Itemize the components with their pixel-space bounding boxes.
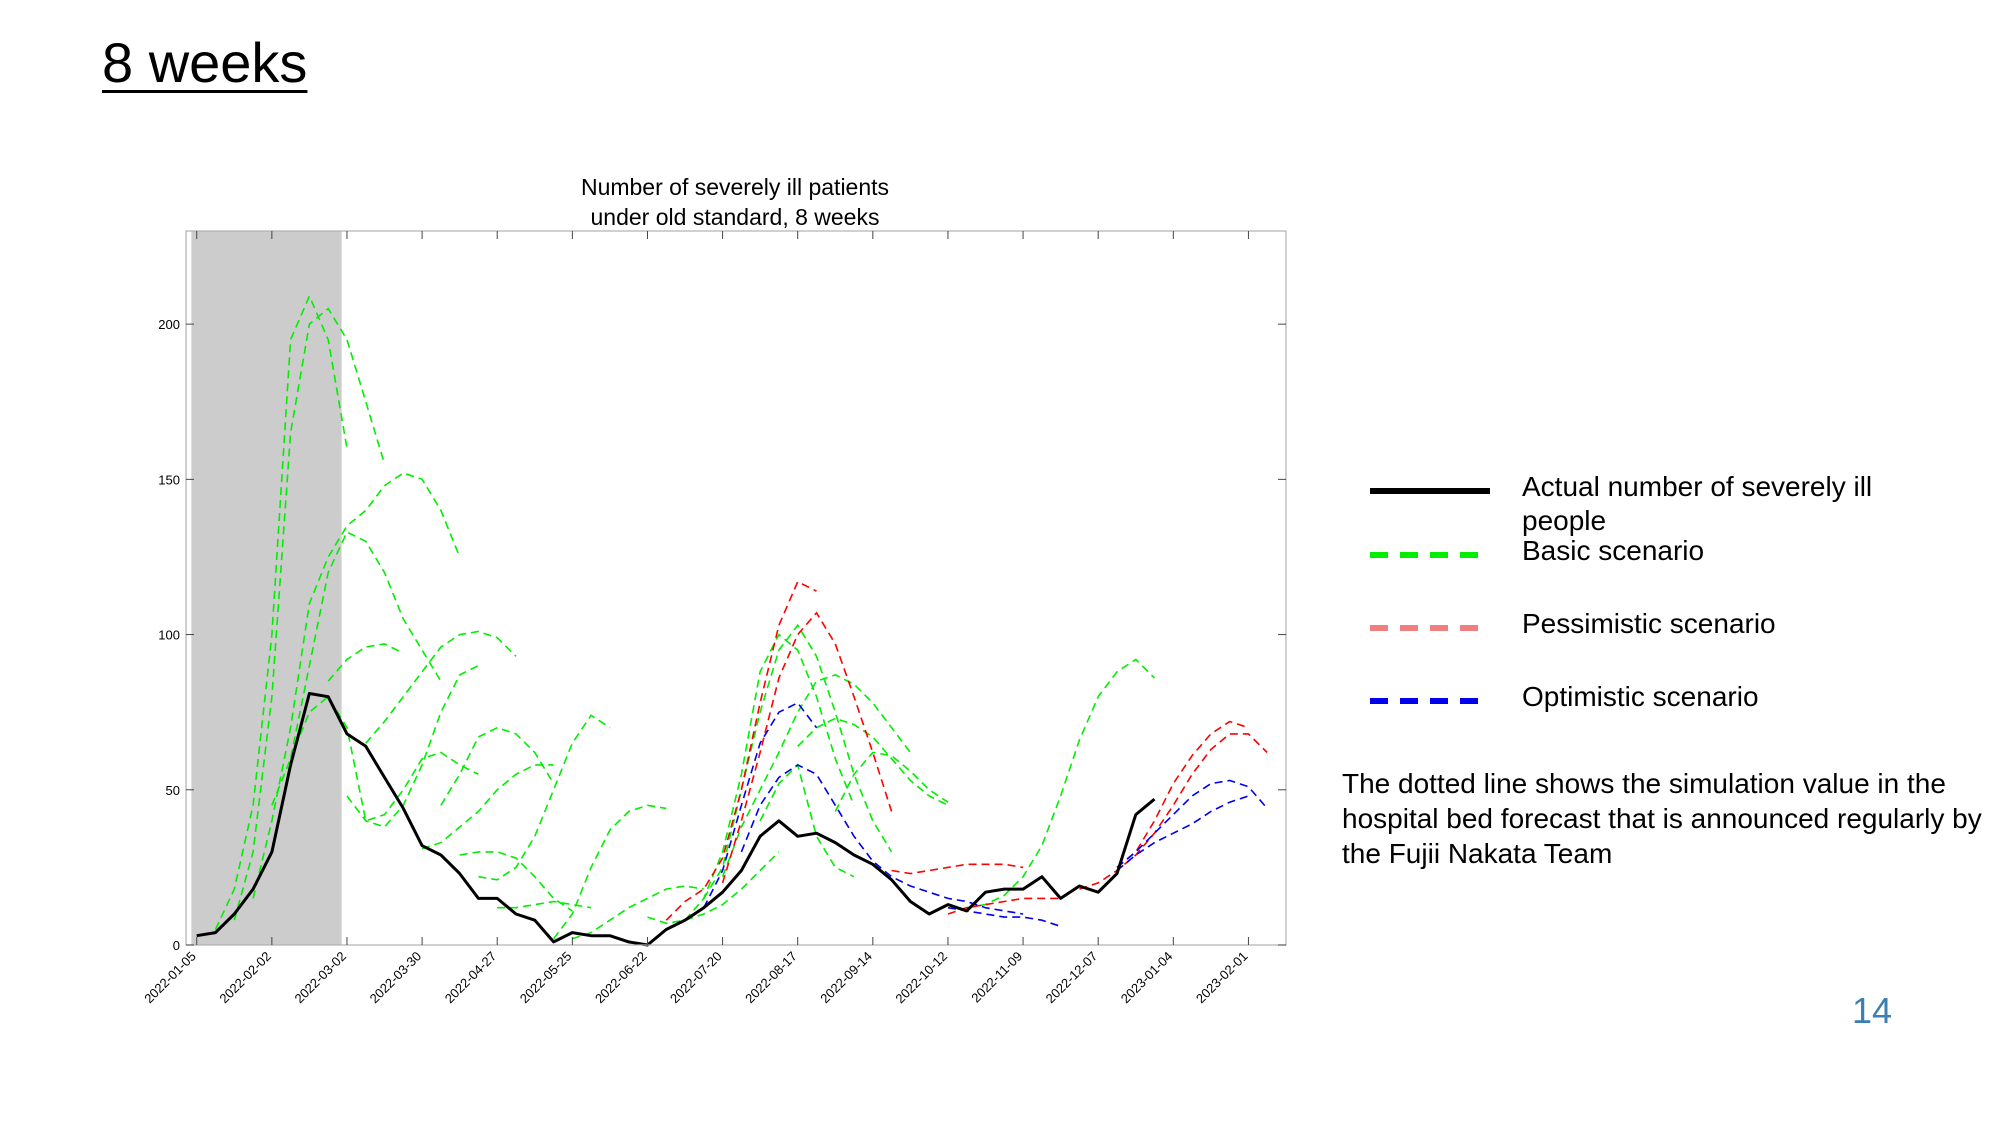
x-tick-label: 2022-03-30 [367,949,425,1007]
plot-frame [185,230,1287,946]
y-tick-label: 150 [158,472,180,487]
legend-swatch-solid [1370,488,1490,494]
legend-label: Basic scenario [1522,535,1705,566]
x-tick-label: 2022-08-17 [742,949,800,1007]
scenario-lines [214,294,1268,940]
basic-scenario-line [572,885,704,940]
x-tick-label: 2022-11-09 [968,949,1025,1006]
slide-title: 8 weeks [102,31,308,94]
optimistic-scenario-line [703,701,818,909]
pessimistic-scenario-line [721,611,893,884]
plot-background [186,231,1286,945]
basic-scenario-line [327,643,404,682]
legend-item-pessimistic: Pessimistic scenario [1370,607,1970,667]
actual-line-group [196,692,1156,947]
x-tick-label: 2022-06-22 [592,949,650,1007]
basic-scenario-line [721,674,912,877]
optimistic-scenario-line [1116,795,1249,872]
basic-scenario-line [214,294,348,930]
basic-scenario-line [233,307,386,921]
legend-swatch-dashed [1370,552,1490,558]
x-tick-label: 2022-03-02 [291,949,349,1007]
legend-label: Pessimistic scenario [1522,608,1776,639]
basic-scenario-line [647,851,780,925]
x-tick-label: 2022-07-20 [667,949,725,1007]
optimistic-scenario-line [740,763,1024,915]
pessimistic-scenario-line [665,580,817,921]
optimistic-scenario-line [1116,779,1268,869]
pessimistic-scenario-line [891,863,1024,875]
footnote: The dotted line shows the simulation val… [1342,768,1982,869]
chart-title-line: Number of severely ill patients [580,174,890,200]
chart-title: Number of severely ill patients under ol… [490,172,980,232]
basic-scenario-line [346,664,479,828]
basic-scenario-line [365,630,517,744]
y-tick-label: 50 [166,783,180,798]
basic-scenario-line [252,472,461,899]
basic-scenario-line [289,695,479,822]
legend-label: Optimistic scenario [1522,681,1759,712]
x-tick-label: 2022-12-07 [1043,949,1101,1007]
basic-scenario-line [703,623,893,899]
pessimistic-scenario-line [947,897,1061,915]
actual-line [196,692,1156,947]
basic-scenario-line [759,763,855,878]
legend-item-optimistic: Optimistic scenario [1370,680,1970,740]
x-tick-label: 2022-05-25 [517,948,575,1006]
x-tick-label: 2023-02-01 [1193,948,1251,1006]
basic-scenario-line [797,717,949,807]
shaded-period [191,231,342,945]
legend-item-basic: Basic scenario [1370,534,1970,594]
legend-swatch-dashed [1370,698,1490,704]
x-tick-label: 2022-01-05 [141,948,199,1006]
legend-label: Actual number of severely ill people [1522,471,1873,536]
chart-title-line: under old standard, 8 weeks [590,204,880,230]
legend-item-actual: Actual number of severely ill people [1370,470,1970,536]
basic-scenario-line [552,804,667,940]
x-tick-label: 2022-02-02 [216,949,274,1007]
x-tick-label: 2023-01-04 [1118,949,1176,1007]
pessimistic-scenario-line [1079,733,1268,890]
y-tick-label: 100 [158,628,180,643]
legend-swatch-dashed [1370,625,1490,631]
basic-scenario-line [421,764,554,850]
pessimistic-scenario-line [1116,720,1249,869]
basic-scenario-line [271,531,442,806]
basic-scenario-line [440,726,555,806]
x-tick-label: 2022-10-12 [892,949,950,1007]
basic-scenario-line [684,633,855,921]
x-tick-label: 2022-09-14 [817,948,875,1006]
basic-scenario-line [459,851,573,912]
y-tick-label: 0 [173,938,180,953]
x-tick-label: 2022-04-27 [442,949,500,1007]
y-tick-label: 200 [158,317,180,332]
basic-scenario-line [966,658,1156,909]
basic-scenario-line [834,751,949,812]
page-number: 14 [1852,990,1893,1031]
